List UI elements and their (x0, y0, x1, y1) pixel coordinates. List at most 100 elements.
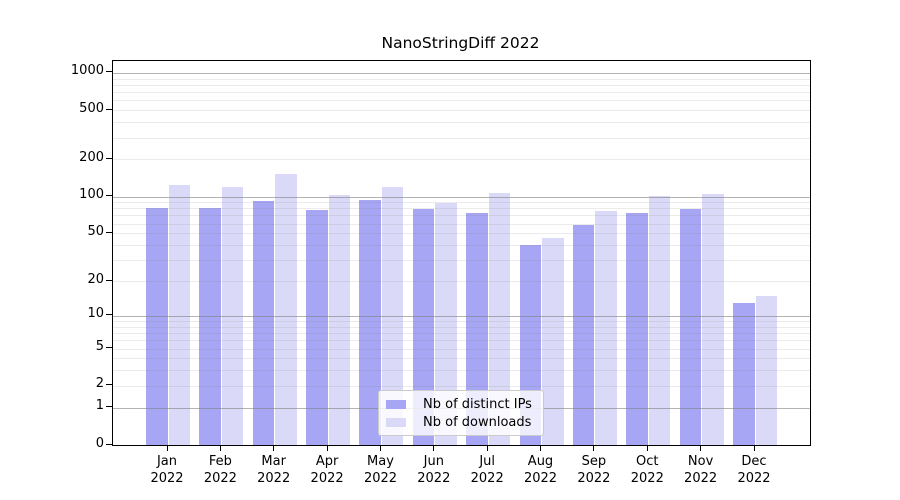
legend-label-distinct-ips: Nb of distinct IPs (423, 396, 532, 412)
y-tick-mark-1 (106, 406, 112, 408)
bar-downloads-jan (168, 185, 190, 445)
bar-downloads-oct (648, 195, 671, 445)
y-tick-mark-10 (106, 314, 112, 316)
bar-downloads-mar (275, 174, 297, 445)
y-tick-label-50: 50 (87, 223, 104, 239)
y-tick-mark-100 (106, 195, 112, 196)
x-tick-year: 2022 (363, 471, 398, 486)
legend-label-downloads: Nb of downloads (423, 414, 532, 430)
y-tick-label-5: 5 (95, 339, 104, 354)
legend: Nb of distinct IPs Nb of downloads (378, 390, 544, 436)
x-tick-mark-jan (166, 446, 168, 451)
x-tick-mark-dec (753, 446, 755, 451)
x-tick-month: Aug (527, 454, 554, 469)
bar-downloads-aug (542, 237, 564, 445)
bar-distinct-ips-feb (199, 207, 221, 445)
x-tick-mark-may (380, 446, 381, 451)
x-tick-month: Jun (423, 454, 444, 469)
x-tick-label-apr: Apr 2022 (295, 453, 359, 487)
y-tick-mark-200 (106, 157, 112, 159)
x-tick-mark-jul (486, 446, 488, 451)
x-tick-month: Apr (315, 454, 339, 469)
x-tick-year: 2022 (470, 471, 504, 486)
x-tick-month: May (367, 454, 394, 469)
x-tick-label-jan: Jan 2022 (135, 453, 199, 487)
x-tick-month: Sep (581, 454, 607, 469)
y-tick-mark-50 (106, 231, 112, 233)
chart-title: NanoStringDiff 2022 (381, 34, 540, 52)
x-tick-month: Mar (261, 454, 286, 469)
x-tick-year: 2022 (310, 471, 344, 486)
bar-distinct-ips-jun (412, 209, 435, 445)
minor-gridline-200 (113, 159, 810, 161)
legend-item-downloads: Nb of downloads (386, 415, 543, 430)
bar-downloads-apr (328, 194, 351, 445)
x-tick-mark-aug (540, 446, 541, 451)
x-tick-mark-apr (326, 446, 328, 451)
bar-distinct-ips-apr (306, 209, 328, 445)
bar-distinct-ips-nov (679, 209, 702, 445)
x-tick-year: 2022 (150, 471, 184, 486)
y-tick-mark-20 (106, 279, 112, 281)
y-tick-label-2: 2 (95, 376, 104, 392)
legend-swatch-downloads (386, 417, 406, 427)
minor-gridline-600 (113, 100, 810, 102)
minor-gridline-300 (113, 137, 810, 139)
legend-item-distinct-ips: Nb of distinct IPs (386, 397, 543, 412)
x-tick-year: 2022 (630, 471, 664, 486)
x-tick-month: Dec (741, 454, 767, 469)
y-tick-label-1: 1 (95, 398, 104, 414)
bar-downloads-jul (488, 193, 511, 445)
bar-downloads-dec (755, 295, 777, 445)
minor-gridline-400 (113, 122, 810, 124)
x-tick-label-feb: Feb 2022 (188, 453, 252, 487)
x-tick-mark-sep (593, 446, 595, 451)
x-tick-mark-nov (700, 446, 702, 451)
x-tick-mark-feb (219, 446, 221, 451)
bar-distinct-ips-oct (626, 213, 648, 445)
x-tick-mark-mar (273, 446, 275, 451)
x-tick-month: Oct (636, 454, 659, 469)
y-tick-mark-2 (106, 384, 112, 386)
x-tick-label-oct: Oct 2022 (615, 453, 679, 487)
bar-distinct-ips-may (359, 199, 381, 445)
x-tick-month: Nov (687, 454, 714, 469)
y-tick-mark-0 (106, 443, 112, 445)
bar-downloads-feb (221, 186, 244, 445)
x-tick-year: 2022 (203, 471, 237, 486)
x-tick-year: 2022 (417, 471, 451, 486)
x-tick-month: Jul (479, 454, 496, 469)
y-tick-label-200: 200 (79, 149, 104, 165)
x-tick-label-aug: Aug 2022 (509, 453, 573, 487)
y-tick-label-100: 100 (79, 187, 104, 202)
minor-gridline-900 (113, 78, 810, 80)
bar-distinct-ips-jul (466, 213, 488, 445)
x-tick-year: 2022 (577, 471, 611, 486)
bar-downloads-jun (435, 202, 457, 445)
y-tick-label-1000: 1000 (70, 63, 104, 79)
x-tick-label-nov: Nov 2022 (669, 453, 733, 487)
y-tick-label-0: 0 (95, 435, 104, 451)
y-tick-mark-5 (106, 347, 112, 348)
x-tick-label-dec: Dec 2022 (722, 453, 786, 487)
x-tick-month: Feb (208, 454, 232, 469)
bar-distinct-ips-mar (252, 200, 275, 445)
x-tick-year: 2022 (684, 471, 718, 486)
bar-downloads-sep (595, 211, 617, 445)
x-tick-month: Jan (156, 454, 178, 469)
x-tick-label-sep: Sep 2022 (562, 453, 626, 487)
plot-area (112, 60, 811, 446)
y-tick-mark-500 (106, 108, 112, 110)
bar-downloads-nov (702, 194, 724, 445)
x-tick-label-may: May 2022 (349, 453, 413, 487)
x-tick-year: 2022 (257, 471, 291, 486)
bar-distinct-ips-dec (733, 302, 755, 445)
bar-distinct-ips-sep (572, 224, 595, 445)
minor-gridline-800 (113, 84, 810, 86)
x-tick-label-jul: Jul 2022 (455, 453, 519, 487)
x-tick-label-mar: Mar 2022 (242, 453, 306, 487)
legend-swatch-distinct-ips (386, 399, 406, 409)
bar-distinct-ips-jan (146, 208, 168, 445)
y-tick-label-10: 10 (87, 306, 104, 322)
